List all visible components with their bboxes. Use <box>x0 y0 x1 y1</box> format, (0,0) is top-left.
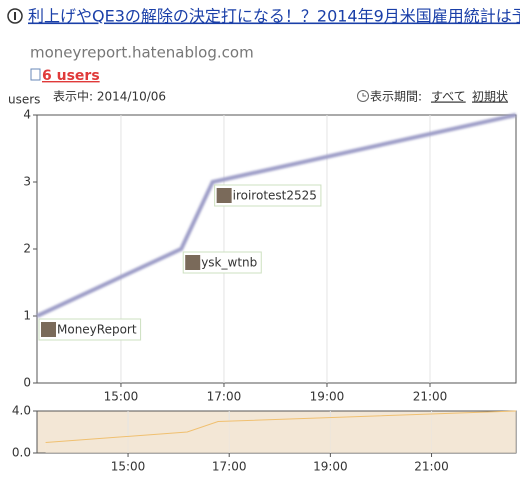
user-count[interactable]: 6 users <box>42 68 100 84</box>
period-label: 表示期間: <box>370 90 422 104</box>
avatar <box>41 322 56 337</box>
tag-box <box>38 318 142 341</box>
y-tick-label: 4.0 <box>12 404 31 418</box>
user-name: MoneyReport <box>57 323 137 337</box>
area-line <box>45 410 517 443</box>
x-tick-label: 17:00 <box>212 460 247 474</box>
tag-box <box>182 251 262 274</box>
avatar <box>216 188 232 203</box>
avatar <box>185 255 201 270</box>
title-icon <box>7 8 23 24</box>
x-tick-label: 15:00 <box>104 390 139 404</box>
user-tag: iroirotest2525 <box>214 184 322 207</box>
y-tick-label: 3 <box>23 175 31 189</box>
x-tick-label: 21:00 <box>413 390 448 404</box>
user-tag: MoneyReport <box>38 318 142 341</box>
x-tick-label: 19:00 <box>310 390 345 404</box>
area-fill <box>45 411 517 453</box>
charts: 15:00 17:00 19:00 21:00 0 1 2 3 4 MoneyReport ysk_… <box>12 108 517 474</box>
line <box>36 113 517 318</box>
user-name: iroirotest2525 <box>233 189 317 203</box>
period-reset[interactable]: 初期状 <box>472 90 508 104</box>
user-name: ysk_wtnb <box>201 256 257 270</box>
x-tick-label: 21:00 <box>414 460 449 474</box>
x-tick-label: 15:00 <box>111 460 146 474</box>
plot-area <box>36 114 517 384</box>
y-tick-label: 4 <box>23 108 31 122</box>
user-tag: ysk_wtnb <box>182 251 262 274</box>
period-all[interactable]: すべて <box>431 90 466 104</box>
tag-box <box>214 184 322 207</box>
y-tick-label: 0.0 <box>12 446 31 460</box>
site-url: moneyreport.hatenablog.com <box>30 44 254 62</box>
showing-date: 表示中: 2014/10/06 <box>53 89 166 104</box>
bookmark-icon <box>30 68 41 81</box>
y-axis-label: users <box>8 93 40 107</box>
x-tick-label: 19:00 <box>313 460 348 474</box>
entry-title[interactable]: 利上げやQE3の解除の決定打になる！？2014年9月米国雇用統計は予 <box>28 7 520 26</box>
y-tick-label: 2 <box>23 242 31 256</box>
clock-icon <box>357 90 369 102</box>
x-tick-label: 17:00 <box>207 390 242 404</box>
y-tick-label: 0 <box>23 376 31 390</box>
y-tick-label: 1 <box>23 309 31 323</box>
